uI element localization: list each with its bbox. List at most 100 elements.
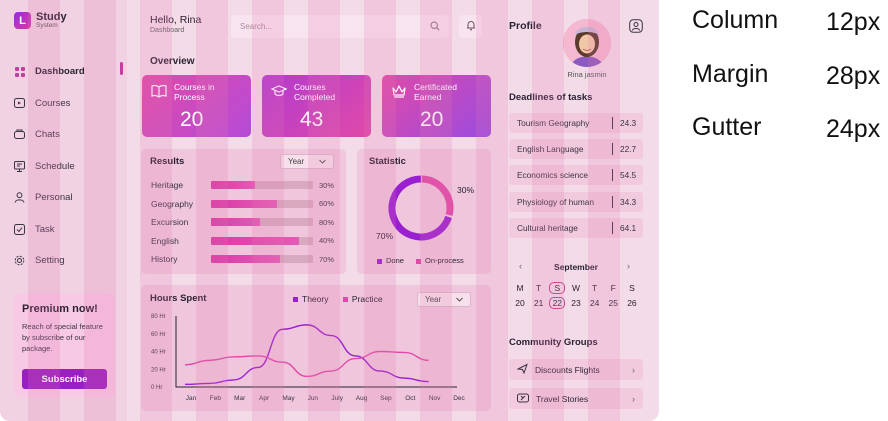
crown-icon [391, 84, 407, 98]
x-tick-label: Jun [308, 395, 319, 402]
calendar-day[interactable]: 25 [608, 298, 619, 308]
calendar-weekday: S [549, 282, 566, 294]
deadline-item[interactable]: Economics science 54.5 [509, 165, 643, 186]
result-bar-fill [211, 218, 260, 226]
hours-line-chart: 0 Hr 20 Hr 40 Hr 60 Hr 80 Hr Jan Feb Mar Apr May J… [151, 314, 466, 402]
sidebar-item-setting[interactable]: Setting [0, 245, 127, 277]
result-pct: 40% [319, 236, 335, 245]
ticket-icon [517, 393, 529, 405]
courses-completed-card[interactable]: Courses Completed 43 [262, 75, 371, 137]
divider [612, 117, 613, 129]
y-tick-label: 60 Hr [151, 332, 166, 338]
done-legend-label: Done [386, 256, 404, 265]
result-bar-track [211, 181, 313, 189]
courses-in-process-card[interactable]: Courses in Process 20 [142, 75, 251, 137]
result-row: Excursion 80% [151, 215, 337, 229]
result-bar-fill [211, 236, 299, 245]
logo-mark-icon: L [14, 12, 31, 30]
divider [612, 221, 613, 234]
deadline-task: Economics science [517, 170, 589, 181]
deadline-value: 24.3 [620, 118, 637, 128]
subscribe-button[interactable]: Subscribe [22, 369, 107, 389]
book-icon [151, 84, 167, 98]
deadline-item[interactable]: Tourism Geography 24.3 [509, 113, 643, 133]
year-select-label: Year [425, 295, 442, 304]
group-discounts-flights[interactable]: Discounts Flights › [509, 359, 643, 380]
calendar-day[interactable]: 24 [589, 298, 600, 308]
donut-ongoing-arc [388, 175, 454, 241]
x-tick-label: Nov [429, 395, 441, 402]
calendar-day[interactable]: 22 [549, 297, 566, 309]
statistic-panel: Statistic 30% 70% Done On-process [357, 149, 491, 274]
results-title: Results [150, 156, 185, 167]
result-bar-track [211, 199, 313, 208]
avatar[interactable] [563, 19, 611, 67]
result-row: Heritage 30% [151, 178, 337, 192]
gutter-spec-label: Gutter [692, 113, 762, 141]
sidebar-nav: Dashboard Courses Chats Schedule [0, 56, 127, 277]
card-value: 20 [180, 108, 204, 131]
y-tick-label: 0 Hr [151, 385, 162, 391]
user-circle-icon [629, 19, 643, 37]
calendar-day[interactable]: 23 [571, 298, 581, 308]
donut-legend: Done On-process [377, 256, 464, 265]
divider [612, 195, 613, 208]
search-icon[interactable] [430, 20, 440, 33]
y-tick-label: 80 Hr [151, 314, 166, 320]
sidebar-item-personal[interactable]: Personal [0, 182, 127, 214]
calendar-next-icon[interactable]: › [627, 261, 630, 271]
calendar-days: 20 21 22 23 24 25 26 [513, 297, 639, 309]
deadline-item[interactable]: Cultural heritage 64.1 [509, 217, 643, 238]
results-panel: Results Year Heritage 30% Geography 60% Excu… [141, 149, 346, 274]
statistic-title: Statistic [369, 156, 406, 167]
certificates-earned-card[interactable]: Certificated Earned 20 [382, 75, 491, 137]
greeting-title: Hello, Rina [150, 14, 202, 26]
divider [612, 143, 613, 156]
calendar-day[interactable]: 20 [515, 298, 525, 308]
deadline-task: Physiology of human [517, 196, 595, 207]
search-input[interactable]: Search... [231, 15, 449, 38]
notification-button[interactable] [459, 15, 482, 38]
results-year-select[interactable]: Year [280, 154, 334, 169]
sidebar-item-dashboard[interactable]: Dashboard [0, 56, 127, 88]
x-tick-label: July [331, 395, 343, 402]
divider [612, 169, 613, 182]
theory-legend-label: Theory [302, 294, 329, 304]
y-tick-label: 40 Hr [151, 350, 166, 356]
x-tick-label: Apr [259, 395, 270, 402]
hours-legend: Theory Practice [293, 294, 383, 304]
logo[interactable]: L Study System [14, 12, 67, 30]
sidebar-item-schedule[interactable]: Schedule [0, 151, 127, 183]
deadline-item[interactable]: Physiology of human 34.3 [509, 191, 643, 212]
x-tick-label: Oct [405, 395, 415, 402]
chevron-right-icon: › [632, 364, 635, 375]
sidebar-item-chats[interactable]: Chats [0, 119, 127, 151]
calendar-day[interactable]: 21 [533, 298, 544, 308]
result-row: Geography 60% [151, 197, 337, 211]
calendar-month: September [554, 262, 598, 272]
calendar-day[interactable]: 26 [627, 298, 637, 308]
sidebar-item-courses[interactable]: Courses [0, 88, 127, 120]
calendar-weekday: S [629, 283, 635, 293]
profile-name: Rina jasmin [567, 70, 607, 79]
chevron-down-icon [319, 157, 326, 166]
result-label: History [151, 254, 178, 264]
schedule-icon [14, 160, 25, 172]
breadcrumb: Dashboard [150, 26, 185, 34]
sidebar-item-label: Task [35, 223, 55, 235]
sidebar-item-task[interactable]: Task [0, 214, 127, 246]
result-pct: 30% [319, 180, 335, 190]
result-bar-track [211, 218, 313, 226]
card-label-line2: Earned [414, 91, 442, 102]
group-travel-stories[interactable]: Travel Stories › [509, 388, 643, 409]
calendar-weekday: W [571, 283, 580, 293]
series-line-theory [184, 324, 429, 386]
result-label: English [151, 235, 179, 246]
hours-year-select[interactable]: Year [417, 292, 471, 307]
deadline-value: 34.3 [620, 196, 637, 207]
profile-settings-button[interactable] [629, 19, 645, 35]
calendar-prev-icon[interactable]: ‹ [519, 261, 522, 271]
deadline-item[interactable]: English Language 22.7 [509, 139, 643, 160]
premium-title: Premium now! [22, 303, 98, 315]
